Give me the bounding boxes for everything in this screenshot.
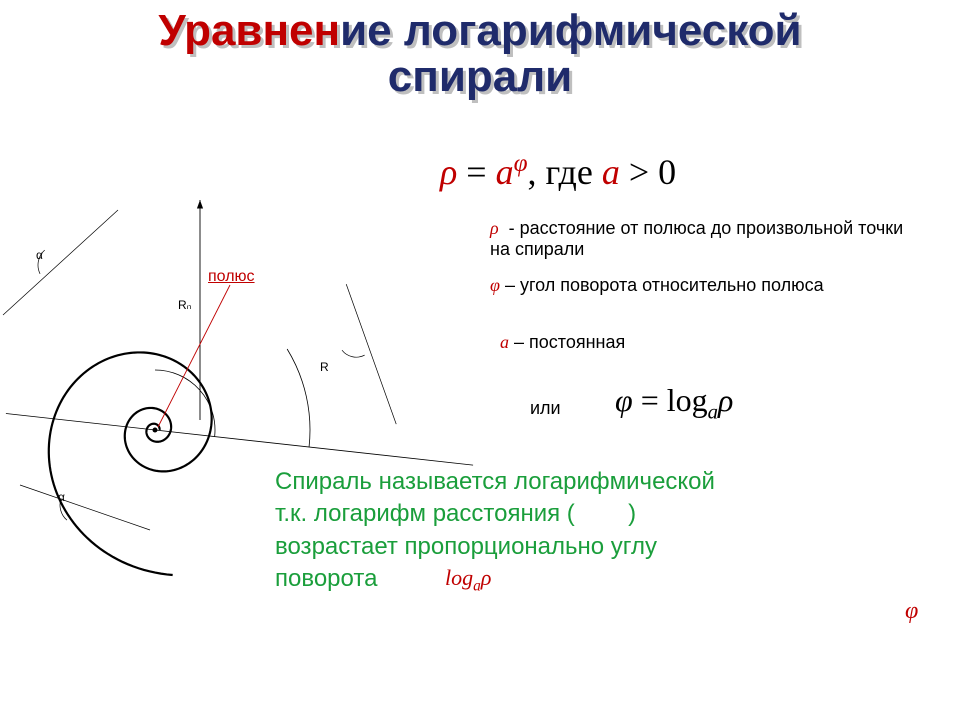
phi-definition: φ – угол поворота относительно полюса xyxy=(490,275,910,296)
a-text: – постоянная xyxy=(514,332,625,352)
alpha-label-2: α xyxy=(58,490,65,504)
spiral-diagram xyxy=(0,160,500,620)
page-title: Уравнение логарифмическойспирали xyxy=(0,8,960,100)
r-label: R xyxy=(320,360,329,374)
log-equation: φ = logaρ xyxy=(615,382,733,424)
or-label: или xyxy=(530,398,561,419)
overlay-phi: φ xyxy=(905,598,918,625)
phi-text: – угол поворота относительно полюса xyxy=(505,275,824,295)
rho-text: - расстояние от полюса до произвольной т… xyxy=(490,218,903,259)
a-definition: a – постоянная xyxy=(500,332,920,353)
alpha-label-1: α xyxy=(36,248,43,262)
a-symbol: a xyxy=(500,332,509,352)
rho-definition: ρ - расстояние от полюса до произвольной… xyxy=(490,218,910,260)
pole-label: полюс xyxy=(208,268,255,286)
rn-label: Rₙ xyxy=(178,298,191,312)
